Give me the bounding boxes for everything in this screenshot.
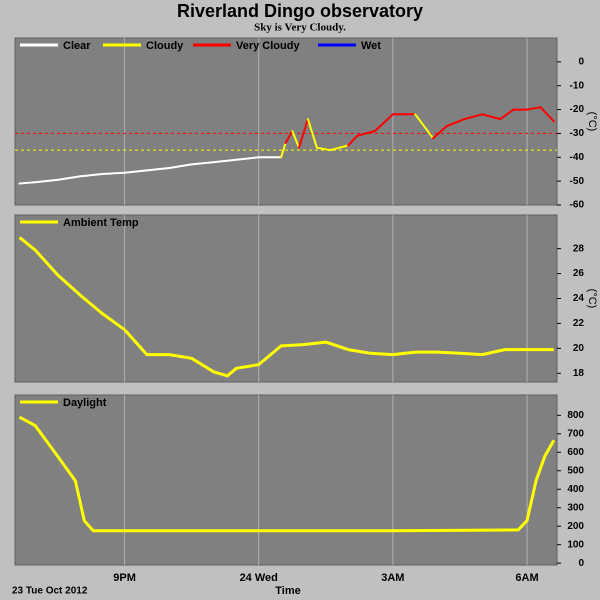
axis-unit: (°C) bbox=[586, 289, 598, 309]
y-tick-label: 100 bbox=[567, 539, 584, 550]
y-tick-label: 600 bbox=[567, 447, 584, 458]
chart-title: Riverland Dingo observatory bbox=[177, 1, 423, 21]
x-tick-label: 9PM bbox=[113, 572, 136, 584]
data-line-segment bbox=[235, 156, 260, 161]
data-line-segment bbox=[356, 130, 376, 137]
plot-area bbox=[14, 214, 558, 383]
data-line-segment bbox=[190, 161, 215, 166]
x-tick-label: 3AM bbox=[381, 572, 404, 584]
data-line-segment bbox=[499, 108, 515, 121]
y-tick-label: 700 bbox=[567, 428, 584, 439]
plot-area bbox=[14, 37, 558, 206]
data-line-segment bbox=[56, 175, 81, 181]
y-tick-label: 20 bbox=[573, 343, 585, 354]
legend-label: Very Cloudy bbox=[236, 40, 300, 52]
data-line-segment bbox=[315, 146, 332, 152]
legend-label: Daylight bbox=[63, 397, 107, 409]
chart-subtitle: Sky is Very Cloudy. bbox=[254, 22, 346, 34]
y-tick-label: 400 bbox=[567, 484, 584, 495]
y-tick-label: -10 bbox=[570, 80, 585, 91]
data-line-segment bbox=[347, 134, 359, 147]
data-line-segment bbox=[306, 118, 318, 149]
y-tick-label: -30 bbox=[570, 128, 585, 139]
data-line-segment bbox=[123, 169, 148, 174]
data-line-segment bbox=[414, 113, 435, 140]
legend-label: Wet bbox=[361, 40, 381, 52]
y-tick-label: 0 bbox=[578, 56, 584, 67]
x-axis-label: Time bbox=[275, 585, 300, 597]
data-line-segment bbox=[526, 106, 542, 111]
x-tick-label: 6AM bbox=[515, 572, 538, 584]
y-tick-label: 500 bbox=[567, 465, 584, 476]
data-line-segment bbox=[78, 173, 104, 178]
data-line-segment bbox=[298, 118, 309, 149]
data-line-segment bbox=[432, 125, 448, 140]
y-tick-label: 24 bbox=[573, 293, 585, 304]
start-date-label: 23 Tue Oct 2012 bbox=[12, 586, 88, 597]
x-tick-label: 24 Wed bbox=[240, 572, 278, 584]
data-line-segment bbox=[329, 144, 350, 152]
data-line-segment bbox=[145, 167, 171, 172]
y-tick-label: 22 bbox=[573, 318, 585, 329]
legend-label: Cloudy bbox=[146, 40, 184, 52]
y-tick-label: -50 bbox=[570, 176, 585, 187]
axis-unit: (°C) bbox=[586, 112, 598, 132]
y-tick-label: -60 bbox=[570, 200, 585, 211]
data-line-segment bbox=[463, 113, 484, 121]
y-tick-label: 0 bbox=[578, 558, 584, 569]
legend-label: Clear bbox=[63, 40, 91, 52]
y-tick-label: -40 bbox=[570, 152, 585, 163]
y-tick-label: 26 bbox=[573, 268, 585, 279]
y-tick-label: 28 bbox=[573, 243, 585, 254]
y-tick-label: 300 bbox=[567, 502, 584, 513]
y-tick-label: 18 bbox=[573, 368, 585, 379]
y-tick-label: 800 bbox=[567, 410, 584, 421]
plot-area bbox=[14, 394, 558, 566]
y-tick-label: 200 bbox=[567, 521, 584, 532]
data-line-segment bbox=[374, 113, 394, 132]
legend-label: Ambient Temp bbox=[63, 217, 139, 229]
data-line-segment bbox=[445, 118, 466, 128]
data-line bbox=[18, 415, 556, 533]
data-line-segment bbox=[291, 130, 300, 149]
y-tick-label: -20 bbox=[570, 104, 585, 115]
data-line-segment bbox=[481, 113, 502, 121]
data-line-segment bbox=[34, 178, 59, 184]
data-line-segment bbox=[539, 106, 555, 123]
data-line-segment bbox=[213, 158, 238, 164]
data-line-segment bbox=[18, 181, 37, 185]
data-line-segment bbox=[101, 171, 126, 175]
data-line-segment bbox=[284, 130, 294, 144]
data-line bbox=[18, 236, 554, 378]
data-line-segment bbox=[168, 163, 193, 169]
data-line-segment bbox=[280, 142, 287, 159]
